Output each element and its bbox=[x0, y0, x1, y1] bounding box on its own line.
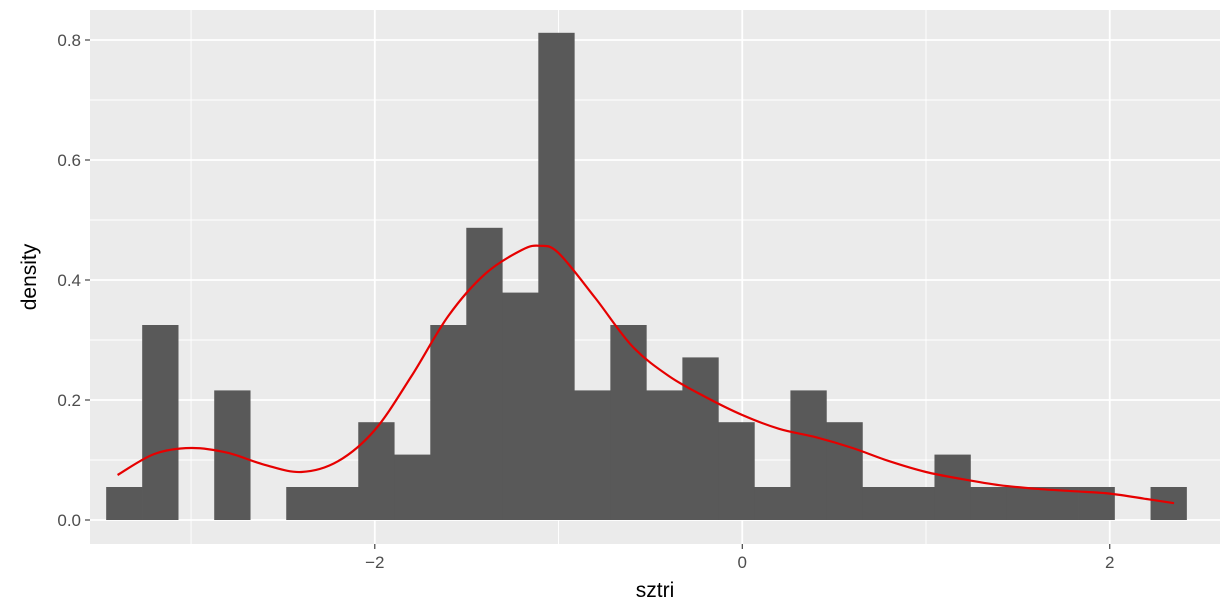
histogram-bar bbox=[1150, 487, 1187, 520]
histogram-bar bbox=[1042, 487, 1079, 520]
histogram-bar bbox=[898, 487, 935, 520]
x-axis: −2 0 2 bbox=[365, 544, 1114, 572]
histogram-bar bbox=[466, 227, 503, 521]
x-tick-label: 0 bbox=[738, 553, 747, 572]
histogram-bar bbox=[286, 487, 323, 520]
histogram-bar bbox=[574, 390, 611, 520]
y-tick-label: 0.0 bbox=[57, 511, 81, 530]
histogram-bar bbox=[358, 422, 395, 520]
histogram-bar bbox=[718, 422, 755, 520]
histogram-bar bbox=[862, 487, 899, 520]
histogram-bar bbox=[934, 454, 971, 520]
histogram-bar bbox=[214, 390, 251, 520]
histogram-bar bbox=[826, 422, 863, 520]
x-tick-label: 2 bbox=[1105, 553, 1114, 572]
histogram-bar bbox=[430, 325, 467, 520]
histogram-bar bbox=[502, 292, 539, 520]
histogram-bar bbox=[1006, 487, 1043, 520]
y-tick-label: 0.8 bbox=[57, 31, 81, 50]
x-tick-label: −2 bbox=[365, 553, 384, 572]
histogram-bar bbox=[538, 32, 575, 521]
histogram-bar bbox=[394, 454, 431, 520]
x-axis-title: sztri bbox=[636, 579, 675, 602]
histogram-bar bbox=[970, 487, 1007, 520]
y-axis-title: density bbox=[18, 243, 41, 310]
y-tick-label: 0.6 bbox=[57, 151, 81, 170]
histogram-bar bbox=[142, 325, 179, 520]
histogram-bar bbox=[682, 357, 719, 520]
histogram-bar bbox=[322, 487, 359, 520]
histogram-bar bbox=[610, 325, 647, 520]
histogram-bar bbox=[106, 487, 143, 520]
y-tick-label: 0.4 bbox=[57, 271, 81, 290]
histogram-bar bbox=[646, 390, 683, 520]
histogram-bar bbox=[790, 390, 827, 520]
y-axis: 0.0 0.2 0.4 0.6 0.8 bbox=[57, 31, 90, 530]
histogram-bars bbox=[106, 32, 1187, 521]
y-tick-label: 0.2 bbox=[57, 391, 81, 410]
density-curve bbox=[117, 244, 1175, 505]
histogram-bar bbox=[754, 487, 791, 520]
